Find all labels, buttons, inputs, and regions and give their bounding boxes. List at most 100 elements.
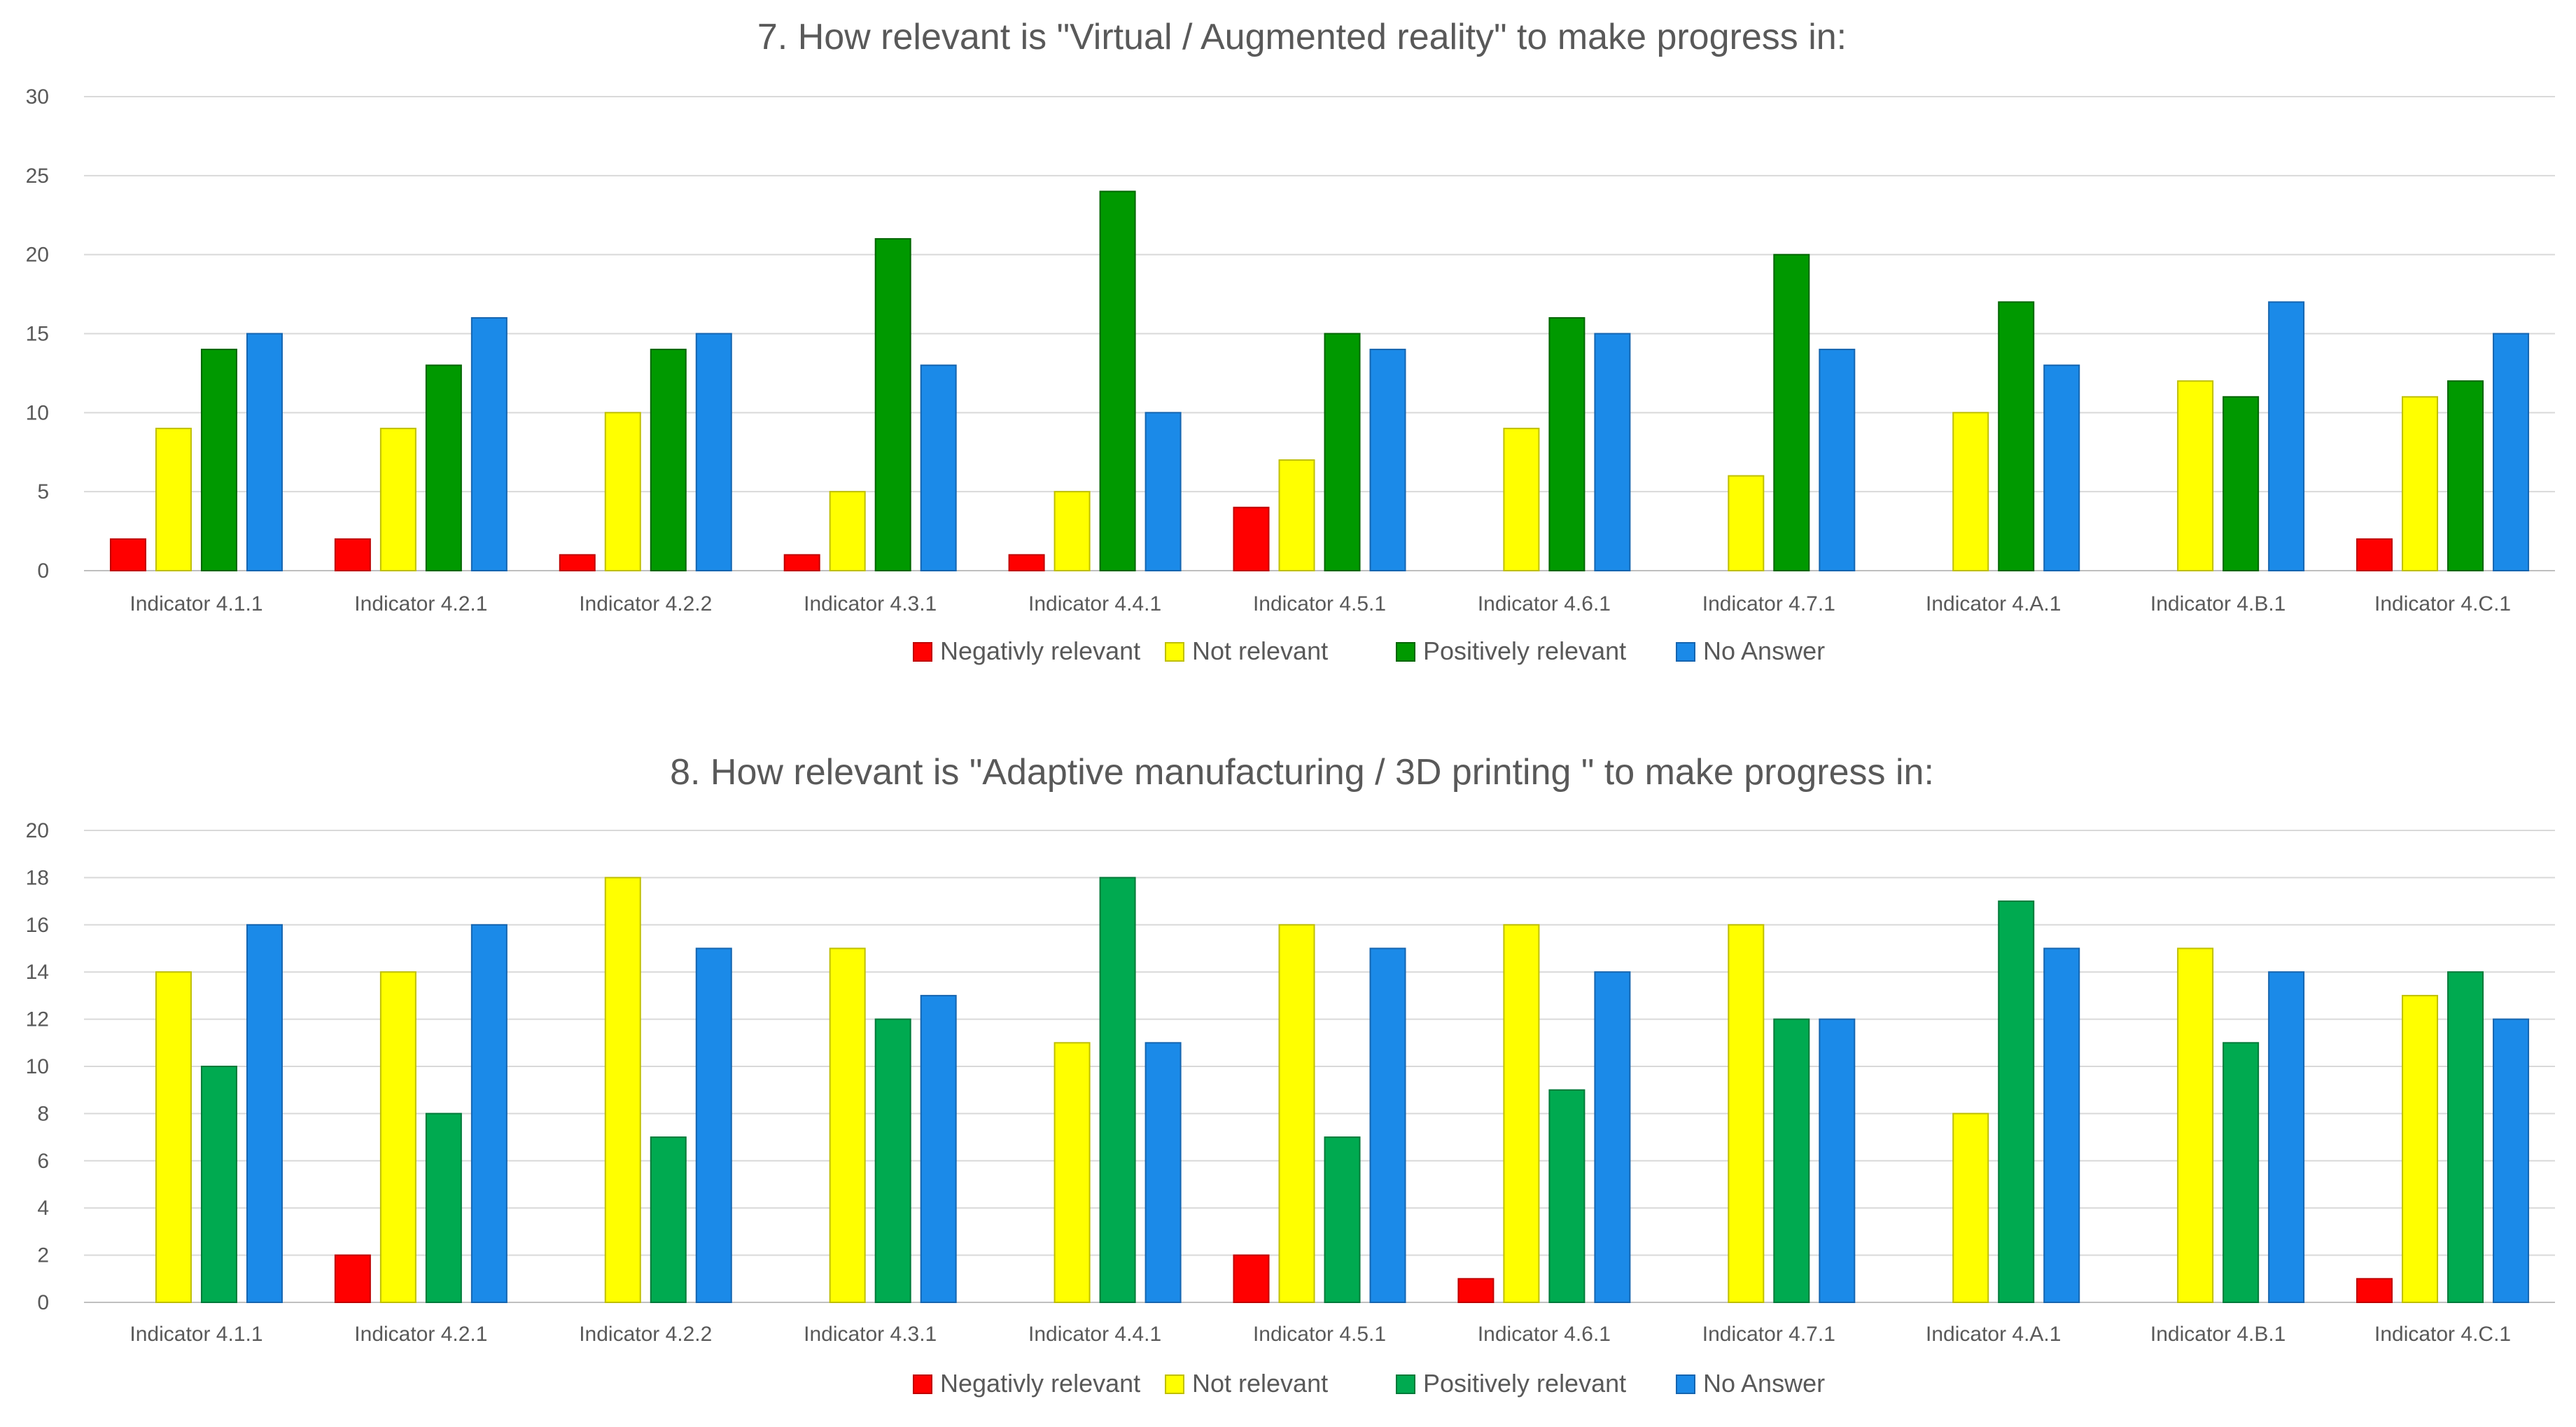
- bar-negativly-relevant-indicator-4-2-2: [559, 554, 596, 572]
- bar-not-relevant-indicator-4-a-1: [1952, 412, 1989, 571]
- x-category-label: Indicator 4.C.1: [2374, 592, 2511, 615]
- legend-swatch: [1676, 642, 1695, 662]
- x-category-label: Indicator 4.A.1: [1926, 1323, 2061, 1346]
- bar-positively-relevant-indicator-4-a-1: [1998, 301, 2035, 571]
- legend-label: Not relevant: [1192, 1369, 1328, 1398]
- legend-item-positively-relevant: Positively relevant: [1396, 1369, 1626, 1398]
- bar-negativly-relevant-indicator-4-c-1: [2356, 1278, 2393, 1304]
- bar-negativly-relevant-indicator-4-6-1: [1457, 1278, 1494, 1304]
- y-tick-label: 16: [26, 914, 49, 937]
- bar-not-relevant-indicator-4-a-1: [1952, 1113, 1989, 1304]
- bar-no-answer-indicator-4-7-1: [1819, 349, 1856, 571]
- y-tick-label: 20: [26, 244, 49, 267]
- bar-positively-relevant-indicator-4-6-1: [1548, 1089, 1586, 1303]
- legend-label: Positively relevant: [1423, 636, 1626, 665]
- y-tick-label: 5: [37, 480, 49, 503]
- bar-not-relevant-indicator-4-c-1: [2402, 994, 2439, 1304]
- legend-item-not-relevant: Not relevant: [1165, 1369, 1328, 1398]
- y-axis-ticks: 0 2 4 6 8 10 12 14 16 18 20: [26, 819, 49, 1314]
- bar-positively-relevant-indicator-4-7-1: [1773, 1018, 1810, 1303]
- bar-positively-relevant-indicator-4-1-1: [200, 1066, 237, 1303]
- bar-no-answer-indicator-4-c-1: [2493, 333, 2530, 571]
- y-tick-label: 15: [26, 323, 49, 346]
- bar-positively-relevant-indicator-4-2-2: [650, 349, 687, 571]
- legend-swatch: [1676, 1374, 1695, 1394]
- x-category-label: Indicator 4.5.1: [1253, 592, 1386, 615]
- legend-item-no-answer: No Answer: [1676, 636, 1825, 665]
- bar-not-relevant-indicator-4-2-2: [604, 412, 641, 571]
- bar-no-answer-indicator-4-4-1: [1144, 1042, 1182, 1304]
- x-category-label: Indicator 4.7.1: [1702, 592, 1835, 615]
- bar-no-answer-indicator-4-2-2: [695, 947, 732, 1303]
- bar-not-relevant-indicator-4-1-1: [155, 427, 192, 572]
- bar-negativly-relevant-indicator-4-3-1: [783, 554, 820, 572]
- y-tick-label: 30: [26, 85, 49, 109]
- x-axis-categories: Indicator 4.1.1 Indicator 4.2.1 Indicator …: [130, 592, 2511, 615]
- y-tick-label: 20: [26, 819, 49, 842]
- legend: Negativly relevant Not relevant Positively…: [913, 636, 1825, 665]
- x-category-label: Indicator 4.1.1: [130, 1323, 262, 1346]
- y-tick-label: 18: [26, 866, 49, 889]
- bar-no-answer-indicator-4-3-1: [920, 364, 957, 572]
- x-category-label: Indicator 4.5.1: [1253, 1323, 1386, 1346]
- bar-no-answer-indicator-4-7-1: [1819, 1018, 1856, 1303]
- legend: Negativly relevant Not relevant Positively…: [913, 1369, 1825, 1398]
- x-category-label: Indicator 4.2.1: [354, 1323, 487, 1346]
- legend-swatch: [1165, 642, 1184, 662]
- legend-label: No Answer: [1703, 1369, 1825, 1398]
- bar-negativly-relevant-indicator-4-2-1: [334, 1254, 371, 1303]
- bar-no-answer-indicator-4-2-1: [470, 316, 507, 571]
- y-tick-label: 12: [26, 1008, 49, 1031]
- y-tick-label: 14: [26, 961, 49, 984]
- y-tick-label: 10: [26, 1055, 49, 1078]
- bar-negativly-relevant-indicator-4-c-1: [2356, 538, 2393, 571]
- bar-no-answer-indicator-4-1-1: [246, 333, 283, 571]
- bar-not-relevant-indicator-4-2-1: [379, 971, 416, 1303]
- bar-negativly-relevant-indicator-4-5-1: [1233, 1254, 1270, 1303]
- bar-positively-relevant-indicator-4-5-1: [1324, 333, 1361, 571]
- bar-positively-relevant-indicator-4-a-1: [1998, 900, 2035, 1303]
- legend-label: No Answer: [1703, 636, 1825, 665]
- bar-no-answer-indicator-4-5-1: [1369, 947, 1406, 1303]
- x-category-label: Indicator 4.B.1: [2150, 1323, 2286, 1346]
- bar-positively-relevant-indicator-4-6-1: [1548, 316, 1586, 571]
- bars: [155, 877, 2530, 1304]
- bar-no-answer-indicator-4-3-1: [920, 994, 957, 1304]
- bar-positively-relevant-indicator-4-3-1: [874, 1018, 911, 1303]
- y-tick-label: 0: [37, 559, 49, 583]
- legend-swatch: [913, 642, 932, 662]
- bar-not-relevant-indicator-4-7-1: [1728, 924, 1765, 1304]
- x-category-label: Indicator 4.6.1: [1478, 1323, 1611, 1346]
- bar-not-relevant-indicator-4-7-1: [1728, 475, 1765, 571]
- x-category-label: Indicator 4.2.2: [579, 1323, 712, 1346]
- bar-no-answer-indicator-4-6-1: [1594, 333, 1631, 571]
- legend-label: Negativly relevant: [940, 636, 1140, 665]
- legend-item-positively-relevant: Positively relevant: [1396, 636, 1626, 665]
- bar-no-answer-indicator-4-2-1: [470, 924, 507, 1304]
- x-category-label: Indicator 4.4.1: [1028, 1323, 1161, 1346]
- y-tick-label: 2: [37, 1244, 49, 1267]
- bar-positively-relevant-indicator-4-3-1: [874, 238, 911, 571]
- legend-label: Not relevant: [1192, 636, 1328, 665]
- bar-not-relevant-indicator-4-2-1: [379, 427, 416, 572]
- chart-title: 8. How relevant is "Adaptive manufacturi…: [670, 752, 1934, 793]
- bar-positively-relevant-indicator-4-c-1: [2447, 971, 2484, 1303]
- chart-adaptive-manufacturing: 8. How relevant is "Adaptive manufacturi…: [26, 752, 2555, 1398]
- x-category-label: Indicator 4.7.1: [1702, 1323, 1835, 1346]
- bar-no-answer-indicator-4-b-1: [2268, 971, 2305, 1303]
- bar-not-relevant-indicator-4-6-1: [1503, 924, 1540, 1304]
- legend-item-no-answer: No Answer: [1676, 1369, 1825, 1398]
- y-tick-label: 8: [37, 1102, 49, 1125]
- bar-positively-relevant-indicator-4-7-1: [1773, 253, 1810, 571]
- x-category-label: Indicator 4.2.2: [579, 592, 712, 615]
- bar-no-answer-indicator-4-b-1: [2268, 301, 2305, 571]
- x-category-label: Indicator 4.1.1: [130, 592, 262, 615]
- legend-swatch: [1396, 642, 1415, 662]
- x-category-label: Indicator 4.A.1: [1926, 592, 2061, 615]
- bar-no-answer-indicator-4-c-1: [2493, 1018, 2530, 1303]
- bar-no-answer-indicator-4-a-1: [2043, 364, 2080, 572]
- x-axis-categories: Indicator 4.1.1 Indicator 4.2.1 Indicator …: [130, 1323, 2511, 1346]
- x-category-label: Indicator 4.6.1: [1478, 592, 1611, 615]
- bar-no-answer-indicator-4-1-1: [246, 924, 283, 1304]
- x-category-label: Indicator 4.2.1: [354, 592, 487, 615]
